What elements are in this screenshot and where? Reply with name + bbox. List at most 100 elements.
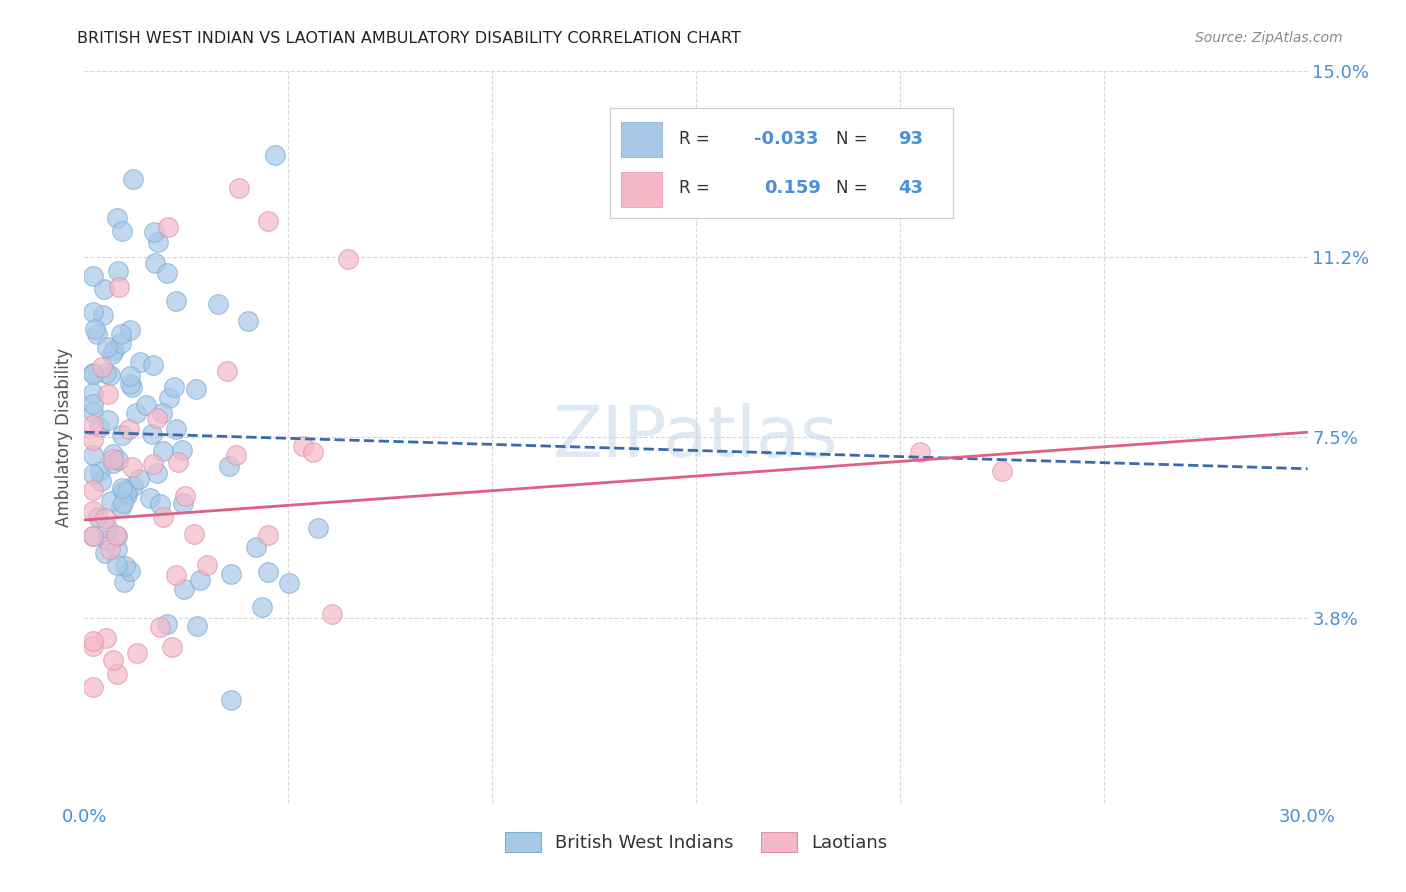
Point: [256, 565, 278, 579]
Point: [256, 528, 278, 542]
Point: [82, 529, 104, 543]
Point: [101, 452, 124, 467]
Point: [128, 472, 150, 486]
Point: [263, 148, 285, 162]
Point: [167, 455, 190, 469]
Point: [101, 447, 124, 461]
Point: [105, 211, 128, 225]
Point: [82, 639, 104, 653]
Point: [129, 355, 152, 369]
Point: [111, 224, 134, 238]
Point: [221, 693, 243, 707]
Point: [321, 607, 343, 621]
Point: [114, 558, 136, 573]
Point: [110, 500, 132, 515]
Point: [218, 458, 240, 473]
Point: [96, 339, 118, 353]
Point: [115, 483, 138, 498]
Point: [87, 510, 110, 524]
Point: [112, 496, 135, 510]
Point: [225, 448, 247, 462]
Point: [107, 453, 129, 467]
Point: [100, 493, 122, 508]
Point: [125, 646, 148, 660]
Point: [111, 481, 134, 495]
Text: BRITISH WEST INDIAN VS LAOTIAN AMBULATORY DISABILITY CORRELATION CHART: BRITISH WEST INDIAN VS LAOTIAN AMBULATOR…: [77, 31, 741, 46]
Point: [111, 428, 134, 442]
Point: [302, 445, 325, 459]
Point: [156, 266, 179, 280]
Point: [156, 617, 179, 632]
Point: [90, 474, 112, 488]
Point: [152, 444, 174, 458]
Point: [98, 368, 121, 382]
Point: [146, 466, 169, 480]
Point: [250, 600, 273, 615]
Point: [217, 364, 239, 378]
Point: [82, 367, 104, 381]
Text: ZIPatlas: ZIPatlas: [553, 402, 839, 472]
Point: [110, 335, 132, 350]
Point: [174, 489, 197, 503]
Point: [149, 620, 172, 634]
Point: [91, 359, 114, 374]
Point: [165, 568, 187, 582]
Point: [188, 573, 211, 587]
Point: [82, 634, 104, 648]
Point: [236, 313, 259, 327]
Point: [105, 528, 128, 542]
Point: [93, 282, 115, 296]
Point: [135, 398, 157, 412]
Point: [96, 366, 118, 380]
Point: [100, 541, 122, 556]
Point: [307, 521, 329, 535]
Y-axis label: Ambulatory Disability: Ambulatory Disability: [55, 348, 73, 526]
Point: [149, 497, 172, 511]
Text: Source: ZipAtlas.com: Source: ZipAtlas.com: [1195, 31, 1343, 45]
Point: [156, 219, 179, 234]
Point: [184, 382, 207, 396]
Point: [82, 467, 104, 481]
Point: [142, 225, 165, 239]
Point: [94, 631, 117, 645]
Point: [82, 305, 104, 319]
Point: [166, 422, 188, 436]
Point: [122, 171, 145, 186]
Point: [152, 509, 174, 524]
Point: [118, 564, 141, 578]
Point: [82, 529, 104, 543]
Point: [107, 279, 129, 293]
Point: [82, 366, 104, 380]
Point: [82, 418, 104, 433]
Point: [82, 504, 104, 518]
Point: [991, 464, 1014, 478]
Point: [82, 483, 104, 497]
Point: [107, 264, 129, 278]
Point: [195, 558, 218, 573]
Point: [82, 268, 104, 283]
Point: [84, 322, 107, 336]
Point: [337, 252, 360, 267]
Point: [118, 369, 141, 384]
Point: [183, 527, 205, 541]
Point: [94, 511, 117, 525]
Point: [207, 297, 229, 311]
Point: [163, 380, 186, 394]
Point: [170, 442, 193, 457]
Point: [118, 421, 141, 435]
Point: [160, 640, 183, 655]
Point: [112, 575, 135, 590]
Point: [96, 521, 118, 535]
Point: [165, 294, 187, 309]
Point: [118, 322, 141, 336]
Point: [142, 359, 165, 373]
Point: [143, 256, 166, 270]
Point: [105, 542, 128, 557]
Point: [86, 327, 108, 342]
Point: [245, 540, 267, 554]
Point: [122, 479, 145, 493]
Point: [228, 181, 250, 195]
Point: [257, 214, 280, 228]
Point: [82, 397, 104, 411]
Point: [89, 465, 111, 479]
